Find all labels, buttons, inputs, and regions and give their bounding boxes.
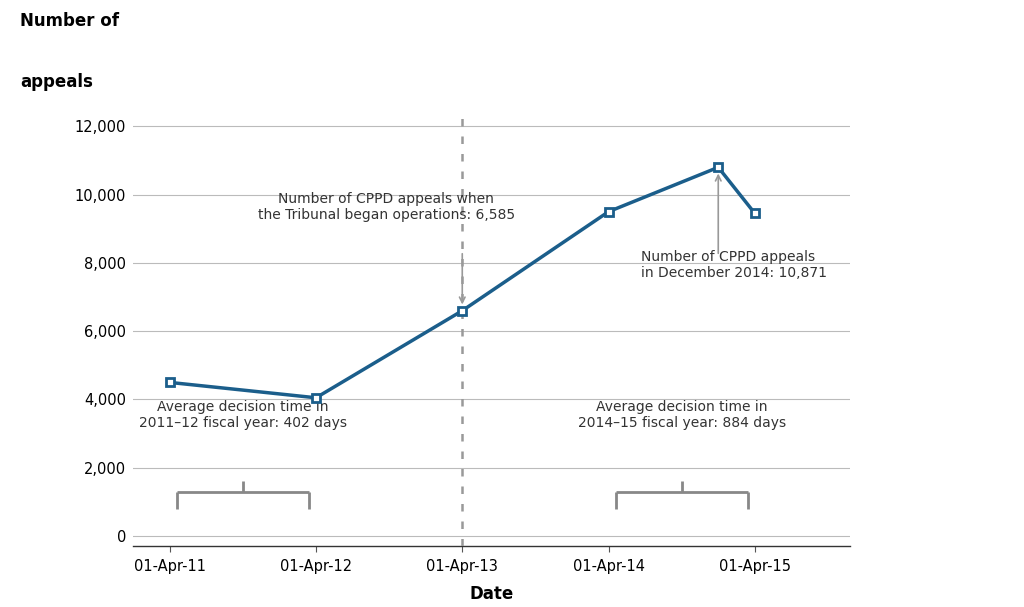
- Text: Average decision time in
2014–15 fiscal year: 884 days: Average decision time in 2014–15 fiscal …: [578, 400, 785, 430]
- Text: appeals: appeals: [20, 73, 93, 91]
- Text: Average decision time in
2011–12 fiscal year: 402 days: Average decision time in 2011–12 fiscal …: [139, 400, 347, 430]
- X-axis label: Date: Date: [469, 585, 514, 603]
- Text: Number of: Number of: [20, 12, 120, 30]
- Text: Number of CPPD appeals
in December 2014: 10,871: Number of CPPD appeals in December 2014:…: [641, 249, 826, 280]
- Text: Number of CPPD appeals when
the Tribunal began operations: 6,585: Number of CPPD appeals when the Tribunal…: [258, 192, 515, 222]
